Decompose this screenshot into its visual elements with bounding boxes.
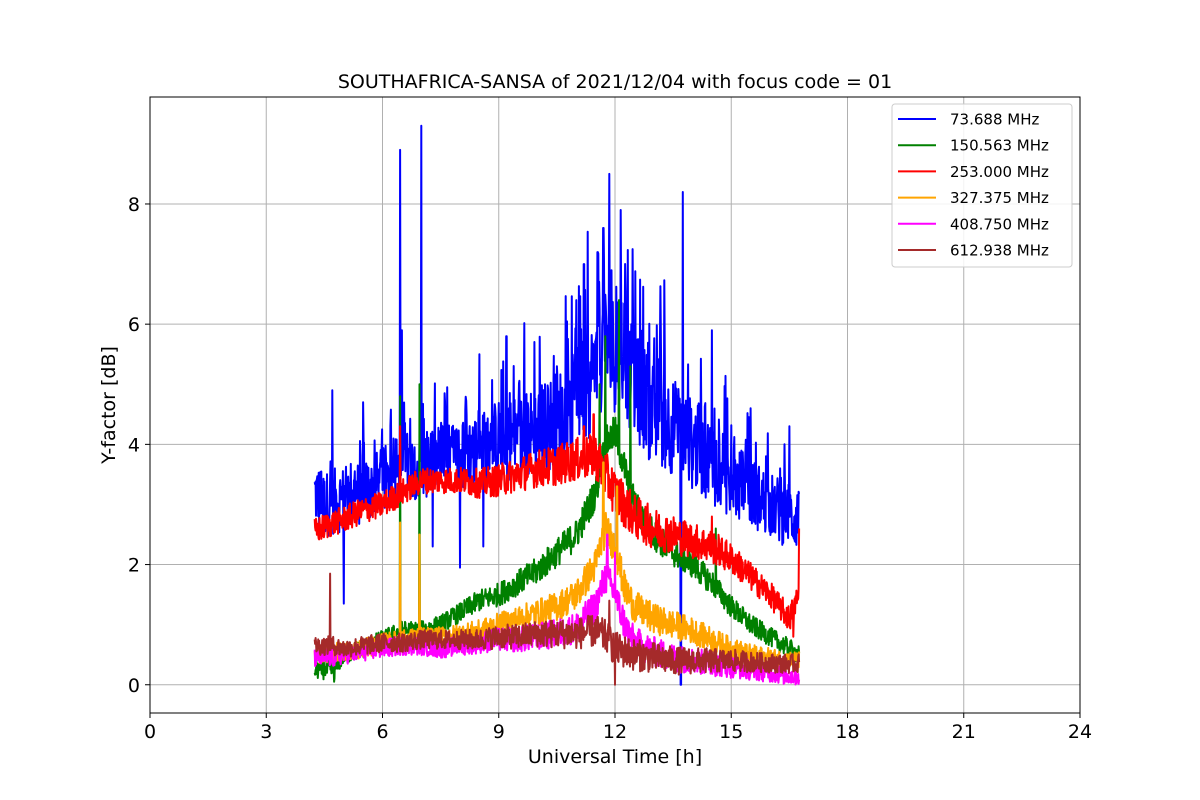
x-tick-label: 18 (835, 721, 859, 743)
legend-label: 150.563 MHz (950, 137, 1049, 155)
y-tick-layer: 0 2 4 6 8 (128, 194, 150, 697)
legend-box (891, 103, 1073, 268)
y-tick-label: 8 (128, 194, 140, 216)
legend: 73.688 MHz 150.563 MHz 253.000 MHz 327.375 … (891, 103, 1073, 268)
x-tick-label: 12 (603, 721, 627, 743)
x-tick-label: 3 (260, 721, 272, 743)
y-tick-label: 2 (128, 555, 140, 577)
x-tick-label: 15 (719, 721, 743, 743)
series-line (313, 124, 801, 686)
x-tick-layer: 0 3 6 9 12 15 18 21 24 (144, 713, 1092, 743)
x-tick-label: 24 (1068, 721, 1092, 743)
y-axis-label: Y-factor [dB] (98, 346, 120, 465)
chart-title: SOUTHAFRICA-SANSA of 2021/12/04 with foc… (338, 71, 892, 93)
x-tick-label: 21 (952, 721, 976, 743)
x-axis-label: Universal Time [h] (528, 746, 702, 768)
x-tick-label: 0 (144, 721, 156, 743)
legend-label: 253.000 MHz (950, 163, 1049, 181)
series-layer (313, 124, 801, 686)
series-line (313, 413, 801, 638)
legend-label: 327.375 MHz (950, 189, 1049, 207)
y-tick-label: 0 (128, 675, 140, 697)
series-line (313, 572, 801, 686)
y-tick-label: 6 (128, 314, 140, 336)
legend-label: 73.688 MHz (950, 111, 1039, 129)
legend-label: 612.938 MHz (950, 242, 1049, 260)
x-tick-label: 9 (493, 721, 505, 743)
legend-label: 408.750 MHz (950, 215, 1049, 233)
y-tick-label: 4 (128, 434, 140, 456)
x-tick-label: 6 (376, 721, 388, 743)
